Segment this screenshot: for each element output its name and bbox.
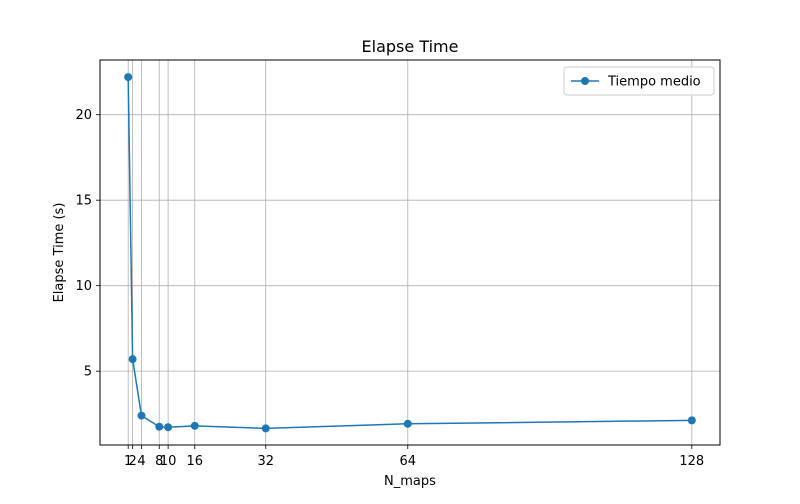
legend: Tiempo medio (563, 66, 715, 96)
y-axis-label: Elapse Time (s) (52, 203, 67, 303)
legend-box (563, 66, 715, 96)
data-point (403, 419, 412, 428)
x-tick-label: 1 (124, 454, 132, 469)
x-tick-label: 32 (257, 454, 274, 469)
x-tick-label: 10 (160, 454, 177, 469)
data-point (687, 416, 696, 425)
data-point (155, 422, 164, 431)
data-point (137, 411, 146, 420)
data-point (164, 423, 173, 432)
y-tick-label: 15 (75, 194, 92, 209)
plot-frame (99, 59, 721, 446)
grid-lines (100, 60, 720, 445)
x-tick-label: 64 (400, 454, 417, 469)
x-tick-label: 8 (155, 454, 163, 469)
x-tick-label: 4 (137, 454, 145, 469)
x-tick-label: 128 (679, 454, 704, 469)
data-point (128, 355, 137, 364)
legend-label: Tiempo medio (607, 75, 701, 90)
data-point (190, 421, 199, 430)
x-tick-label: 2 (128, 454, 136, 469)
y-tick-label: 20 (75, 108, 92, 123)
x-tick-label: 16 (186, 454, 203, 469)
chart-title: Elapse Time (362, 37, 459, 56)
x-axis-label: N_maps (384, 474, 436, 489)
data-point (124, 73, 133, 82)
data-point (261, 424, 270, 433)
y-tick-label: 10 (75, 279, 92, 294)
y-tick-label: 5 (84, 365, 92, 380)
series-layer (124, 73, 696, 433)
legend-marker-icon (581, 77, 589, 85)
